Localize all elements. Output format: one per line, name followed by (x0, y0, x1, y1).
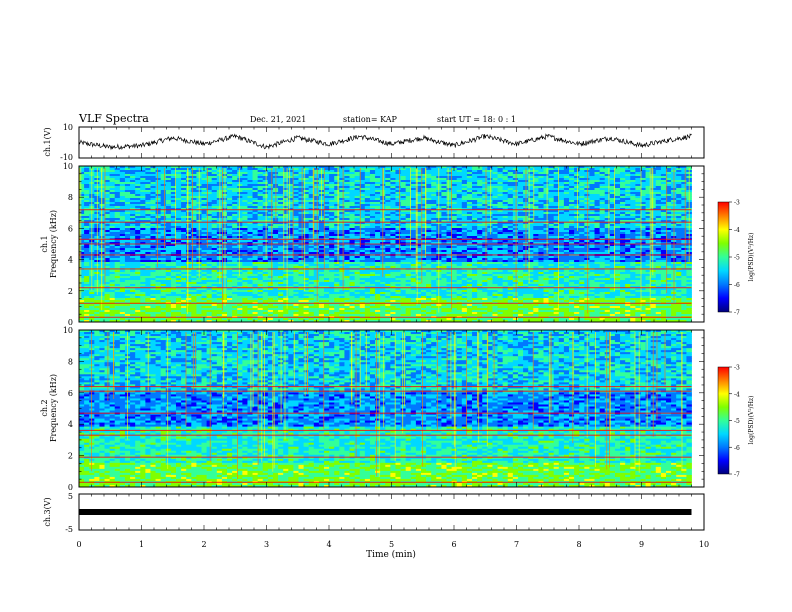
start-time-label: start UT = 18: 0 : 1 (437, 115, 516, 124)
station-label: station= KAP (343, 115, 398, 124)
ch1-ytick-top: 10 (63, 123, 73, 132)
ch1-spectrogram-image (79, 166, 692, 322)
date-label: Dec. 21, 2021 (250, 115, 306, 124)
ch1-ytick-bottom: -10 (60, 153, 73, 162)
ch1-wave-ylabel: ch.1(V) (43, 127, 52, 156)
figure-title: VLF Spectra (78, 112, 149, 125)
vlf-figure: VLF Spectra Dec. 21, 2021 station= KAP s… (0, 0, 792, 612)
ch1-waveform-panel: 10 -10 ch.1(V) (43, 123, 704, 162)
